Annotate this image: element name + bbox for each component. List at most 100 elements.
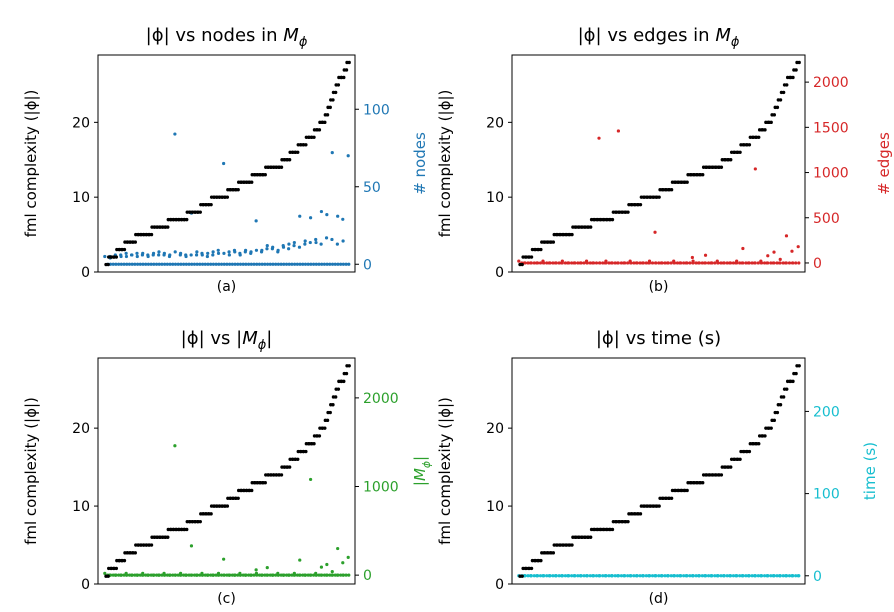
left-series-point — [757, 442, 761, 446]
plot-frame — [97, 54, 356, 273]
right-series-point — [769, 574, 773, 578]
right-series-point — [284, 262, 289, 266]
right-series-point — [211, 262, 216, 266]
left-series-point — [719, 165, 724, 169]
right-series-point — [336, 546, 340, 551]
right-series-point — [657, 261, 661, 265]
left-series-point — [669, 187, 674, 192]
left-series-point — [185, 527, 189, 532]
right-series-point — [190, 573, 194, 577]
right-series-point — [141, 262, 145, 266]
right-series-point — [675, 574, 680, 578]
right-series-point — [238, 262, 243, 266]
left-series-point — [149, 543, 154, 547]
left-series-point — [209, 202, 213, 207]
right-series-point — [298, 558, 302, 562]
right-series-point — [274, 573, 278, 577]
left-series-point — [344, 68, 349, 72]
right-series-point — [330, 237, 334, 242]
right-series-point — [249, 262, 253, 266]
plot-frame — [511, 54, 806, 273]
right-series-point — [563, 574, 567, 578]
chart-panel-b: 0 10 20 0 500 1000 1500 2000 |ϕ| vs edges in Mϕ (… — [436, 25, 893, 295]
right-series-point — [610, 261, 614, 265]
right-series-point — [265, 566, 269, 570]
right-tick-label: 50 — [363, 180, 381, 196]
right-series-point — [591, 261, 596, 265]
right-series-point — [716, 261, 720, 265]
right-series-point — [744, 574, 748, 578]
right-series-point — [604, 574, 608, 578]
right-series-point — [626, 261, 630, 265]
right-series-point — [666, 574, 670, 578]
right-series-point — [146, 254, 150, 259]
left-series-point — [685, 180, 689, 184]
right-series-point — [545, 574, 549, 578]
plot-frame — [97, 357, 356, 585]
right-series-point — [616, 574, 620, 578]
right-series-point — [619, 261, 623, 265]
y-axis-label-left: fml complexity (|ϕ|) — [436, 397, 454, 545]
right-series-point — [319, 565, 324, 569]
left-series-point — [225, 504, 230, 508]
right-series-point — [585, 261, 589, 265]
right-series-point — [319, 209, 324, 214]
right-series-point — [211, 573, 215, 577]
right-series-point — [762, 574, 767, 578]
right-series-point — [146, 573, 150, 577]
right-series-point — [254, 248, 259, 252]
left-series-point — [729, 465, 733, 469]
right-series-point — [569, 574, 574, 578]
right-series-point — [314, 262, 318, 266]
right-series-point — [663, 574, 667, 578]
right-series-point — [189, 253, 193, 257]
right-series-point — [298, 214, 302, 218]
left-series-point — [236, 496, 240, 500]
right-series-point — [195, 573, 199, 577]
left-series-point — [331, 98, 335, 102]
right-series-point — [532, 574, 536, 578]
right-series-point — [192, 262, 197, 266]
left-series-point — [317, 434, 322, 438]
right-series-point — [688, 261, 692, 265]
right-series-point — [314, 573, 318, 577]
right-series-point — [311, 573, 316, 577]
right-series-point — [103, 254, 107, 259]
right-series-point — [344, 262, 348, 266]
left-series-point — [781, 395, 786, 399]
right-series-point — [635, 574, 639, 578]
chart-panel-c: 0 10 20 0 1000 2000 |ϕ| vs |Mϕ| (c) fml complexi… — [22, 328, 433, 607]
left-series-point — [685, 488, 689, 493]
right-tick-label: 200 — [813, 404, 840, 420]
right-series-point — [271, 262, 275, 266]
left-series-point — [122, 558, 127, 563]
right-series-point — [598, 261, 602, 265]
left-series-point — [296, 150, 300, 154]
right-series-point — [179, 571, 183, 575]
right-series-point — [716, 574, 720, 578]
right-series-point — [189, 544, 194, 548]
right-series-point — [200, 573, 204, 577]
right-series-point — [303, 262, 308, 266]
right-series-point — [138, 262, 142, 266]
right-series-point — [341, 561, 345, 565]
left-series-point — [209, 512, 213, 516]
right-series-point — [753, 167, 757, 171]
right-series-point — [523, 574, 527, 578]
right-series-point — [141, 251, 145, 255]
right-series-point — [706, 574, 711, 578]
right-series-point — [713, 261, 717, 265]
right-series-point — [679, 261, 683, 265]
right-series-point — [281, 245, 286, 249]
plot-frame — [511, 357, 806, 585]
right-series-point — [117, 262, 121, 266]
left-series-point — [287, 158, 292, 162]
right-series-point — [287, 573, 291, 577]
left-series-point — [263, 173, 267, 177]
right-series-point — [254, 571, 259, 575]
right-series-point — [173, 573, 177, 577]
right-series-point — [249, 250, 253, 254]
right-series-point — [722, 261, 726, 265]
right-series-point — [335, 242, 339, 246]
right-series-point — [566, 574, 571, 578]
